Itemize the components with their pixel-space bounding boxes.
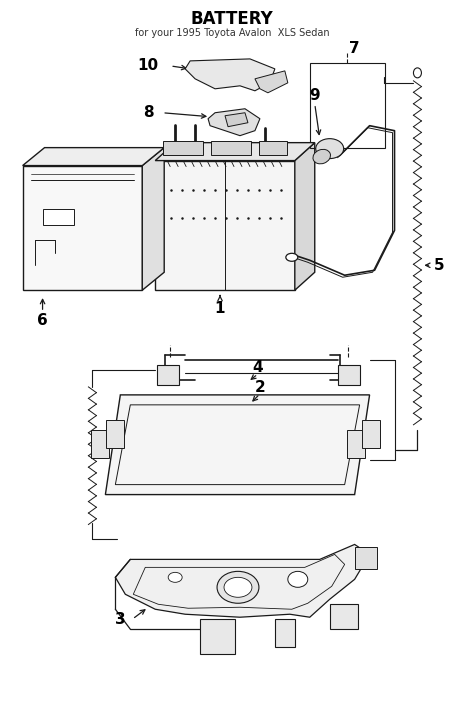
Polygon shape xyxy=(274,619,294,647)
Text: 4: 4 xyxy=(252,361,263,376)
Ellipse shape xyxy=(217,571,258,603)
Polygon shape xyxy=(115,545,369,617)
Text: 9: 9 xyxy=(309,88,319,103)
Ellipse shape xyxy=(315,138,343,158)
Text: BATTERY: BATTERY xyxy=(190,10,273,28)
Polygon shape xyxy=(91,430,109,458)
Polygon shape xyxy=(105,395,369,495)
Polygon shape xyxy=(163,140,203,155)
Ellipse shape xyxy=(168,573,182,583)
Polygon shape xyxy=(211,140,250,155)
Text: for your 1995 Toyota Avalon  XLS Sedan: for your 1995 Toyota Avalon XLS Sedan xyxy=(134,28,329,38)
Polygon shape xyxy=(155,160,294,290)
Ellipse shape xyxy=(285,253,297,261)
Text: 7: 7 xyxy=(349,41,359,56)
Text: 8: 8 xyxy=(143,106,153,120)
Text: 5: 5 xyxy=(433,258,444,273)
Polygon shape xyxy=(106,420,124,448)
Polygon shape xyxy=(329,604,357,629)
Polygon shape xyxy=(254,71,287,93)
Polygon shape xyxy=(157,365,179,385)
Polygon shape xyxy=(43,209,75,225)
Text: 3: 3 xyxy=(115,612,125,627)
Polygon shape xyxy=(361,420,379,448)
Polygon shape xyxy=(200,619,234,654)
Ellipse shape xyxy=(413,68,420,78)
Polygon shape xyxy=(225,113,247,127)
Ellipse shape xyxy=(312,149,330,164)
Polygon shape xyxy=(185,59,274,91)
Text: 6: 6 xyxy=(37,312,48,327)
Polygon shape xyxy=(354,548,376,570)
Polygon shape xyxy=(207,109,259,135)
Ellipse shape xyxy=(224,578,251,597)
Text: 2: 2 xyxy=(254,381,265,396)
Ellipse shape xyxy=(287,571,307,588)
Polygon shape xyxy=(258,140,286,155)
Text: 10: 10 xyxy=(138,58,158,73)
Polygon shape xyxy=(155,143,314,160)
Polygon shape xyxy=(294,143,314,290)
Text: 1: 1 xyxy=(214,301,225,316)
Polygon shape xyxy=(23,165,142,290)
Polygon shape xyxy=(337,365,359,385)
Polygon shape xyxy=(142,148,164,290)
Polygon shape xyxy=(23,148,164,165)
Polygon shape xyxy=(346,430,364,458)
